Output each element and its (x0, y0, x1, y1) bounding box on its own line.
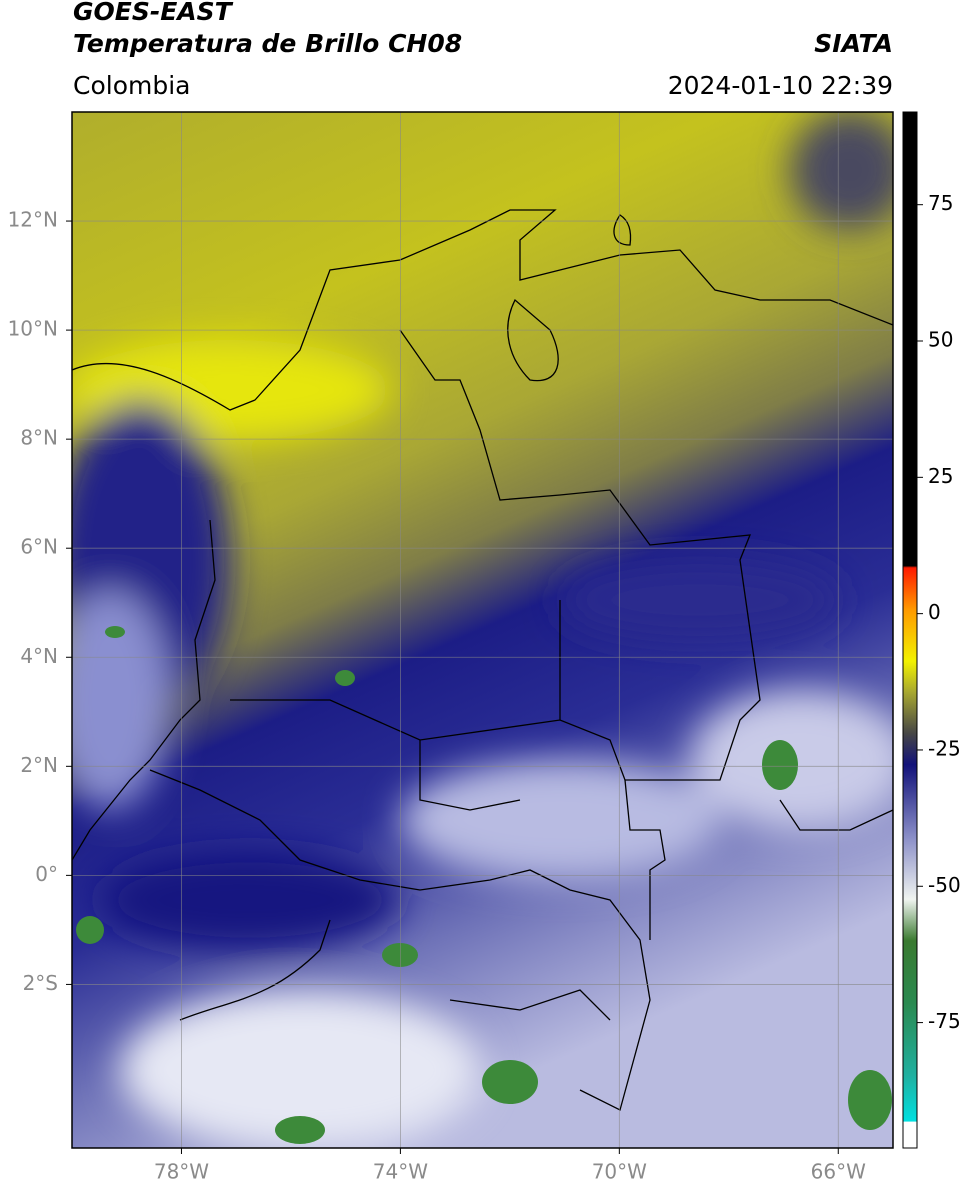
map-frame (71, 111, 894, 1149)
colorbar-tick-label: 50 (928, 328, 953, 352)
y-tick-label: 8°N (20, 426, 58, 450)
title: GOES-EAST (73, 0, 234, 26)
x-tick-label: 74°W (373, 1160, 428, 1184)
colorbar-tick-label: 75 (928, 191, 953, 215)
y-tick-label: 6°N (20, 535, 58, 559)
y-tick-label: 2°S (23, 971, 58, 995)
y-tick-label: 0° (35, 862, 58, 886)
colorbar-tick-label: -25 (928, 736, 961, 760)
y-tick-label: 4°N (20, 644, 58, 668)
y-tick-label: 2°N (20, 753, 58, 777)
colorbar-tick-label: -50 (928, 873, 961, 897)
x-tick-label: 66°W (811, 1160, 866, 1184)
colorbar-tick-label: -75 (928, 1009, 961, 1033)
x-tick-label: 70°W (592, 1160, 647, 1184)
y-tick-label: 12°N (8, 208, 58, 232)
datetime: 2024-01-10 22:39 (668, 71, 893, 100)
colorbar-tick-label: 0 (928, 600, 941, 624)
colorbar-tick-label: 25 (928, 464, 953, 488)
subtitle: Temperatura de Brillo CH08 (73, 29, 462, 58)
grid (72, 112, 893, 1148)
y-tick-label: 10°N (8, 317, 58, 341)
satellite-image (72, 112, 893, 1148)
source: SIATA (814, 29, 893, 58)
colorbar (902, 111, 918, 1149)
region: Colombia (73, 71, 190, 100)
x-tick-label: 78°W (154, 1160, 209, 1184)
